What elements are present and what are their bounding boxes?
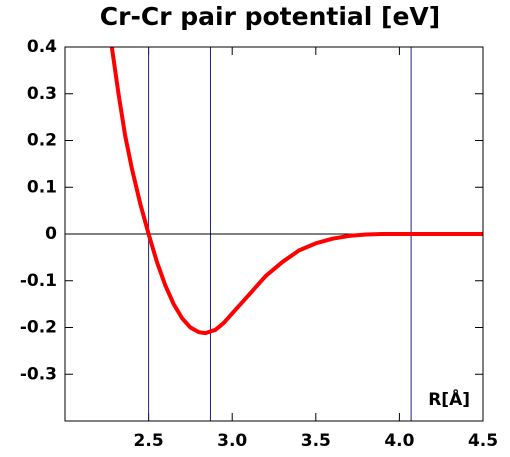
y-tick-label: -0.1 <box>20 271 57 291</box>
x-tick-label: 4.5 <box>468 431 498 451</box>
x-tick-label: 4.0 <box>384 431 414 451</box>
plot-frame <box>64 46 484 422</box>
y-tick-label: -0.2 <box>20 318 57 338</box>
chart-title: Cr-Cr pair potential [eV] <box>100 2 440 31</box>
x-tick-label: 3.5 <box>301 431 331 451</box>
data-line <box>109 46 483 336</box>
y-tick-label: 0 <box>45 224 57 244</box>
x-tick-label: 2.5 <box>134 431 164 451</box>
x-tick-label: 3.0 <box>217 431 247 451</box>
y-tick-label: 0.3 <box>27 84 57 104</box>
y-tick-label: -0.3 <box>20 364 57 384</box>
y-tick-label: 0.4 <box>27 37 57 57</box>
y-tick-label: 0.1 <box>27 177 57 197</box>
axis-annotation: R[Å] <box>428 387 470 410</box>
y-tick-label: 0.2 <box>27 131 57 151</box>
